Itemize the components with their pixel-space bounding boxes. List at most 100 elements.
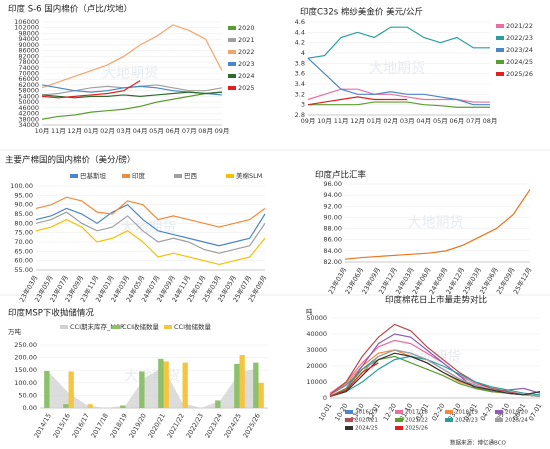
legend-label: 巴西 xyxy=(184,172,198,180)
legend-swatch xyxy=(495,410,503,414)
y-tick-label: 3.4 xyxy=(295,80,305,88)
x-tick-label: 09月 xyxy=(301,117,316,125)
legend-swatch xyxy=(345,410,353,414)
y-tick-label: 0.00 xyxy=(23,404,37,412)
x-tick-label: 2019/20 xyxy=(128,412,148,439)
bar xyxy=(120,405,126,408)
x-tick-label: 2018/19 xyxy=(109,412,129,439)
y-tick-label: 250.00 xyxy=(14,341,37,349)
legend-swatch xyxy=(496,48,504,52)
y-tick-label: 38000 xyxy=(18,115,39,123)
y-tick-label: 200.00 xyxy=(14,354,37,362)
legend-label: 2023/24 xyxy=(506,46,533,54)
y-tick-label: 10000 xyxy=(306,378,327,386)
legend-swatch xyxy=(395,426,403,430)
x-tick-label: 07月 xyxy=(182,127,197,135)
legend-label: CCI期末库存_MSP xyxy=(70,322,124,331)
legend-label: 2018/19 xyxy=(455,410,478,416)
y-tick-label: 4.6 xyxy=(295,18,305,26)
legend-swatch xyxy=(228,86,236,90)
x-tick-label: 12月 xyxy=(67,127,82,135)
chart-title: 印度MSP下收抛储情况 xyxy=(8,308,94,319)
bar xyxy=(158,358,164,408)
y-tick-label: 100.00 xyxy=(14,379,37,387)
y-tick-label: 95.00 xyxy=(14,191,33,199)
line xyxy=(41,80,141,99)
y-tick-label: 90.00 xyxy=(14,201,33,209)
y-tick-label: 86.00 xyxy=(323,236,342,244)
legend-swatch xyxy=(395,410,403,414)
y-tick-label: 4 xyxy=(301,49,305,57)
legend-label: 2022 xyxy=(238,48,255,56)
x-tick-label: 2023/24 xyxy=(204,412,224,439)
legend-label: 巴基斯坦 xyxy=(80,171,107,180)
line xyxy=(35,196,266,228)
x-tick-label: 07-01 xyxy=(527,402,543,422)
y-tick-label: 82.00 xyxy=(323,258,342,266)
y-tick-label: 70.00 xyxy=(14,238,33,246)
x-tick-label: 12月 xyxy=(350,117,365,125)
legend-swatch xyxy=(228,38,236,42)
y-tick-label: 2.8 xyxy=(295,111,305,119)
x-tick-label: 04月 xyxy=(416,117,431,125)
y-tick-label: 85.00 xyxy=(14,210,33,218)
y-tick-label: 50.00 xyxy=(18,391,37,399)
x-tick-label: 11月 xyxy=(334,117,349,125)
line xyxy=(307,26,490,59)
legend-swatch xyxy=(445,410,453,414)
y-tick-label: 74000 xyxy=(18,64,39,72)
y-tick-label: 4.4 xyxy=(295,28,305,36)
line xyxy=(35,211,266,254)
bar xyxy=(68,371,74,408)
legend-label: 2020/21 xyxy=(355,418,378,424)
chart-title: 印度卢比汇率 xyxy=(315,170,367,181)
x-tick-label: 2014/15 xyxy=(33,412,53,439)
x-tick-label: 03月 xyxy=(116,127,131,135)
legend-swatch xyxy=(174,174,182,178)
legend-label: 2017/18 xyxy=(405,410,428,416)
watermark: 大地期货 xyxy=(408,214,464,231)
legend-label: 2023/24 xyxy=(505,418,528,424)
x-tick-label: 10月 xyxy=(317,117,332,125)
line xyxy=(329,355,541,397)
legend-label: 2016/17 xyxy=(355,410,378,416)
legend-swatch xyxy=(496,24,504,28)
y-axis-label: 万吨 xyxy=(8,327,22,336)
line xyxy=(41,91,223,120)
y-tick-label: 0 xyxy=(323,394,327,402)
legend-label: 2024 xyxy=(238,72,255,80)
x-tick-label: 04-20 xyxy=(479,402,495,422)
line xyxy=(35,203,266,247)
legend-swatch xyxy=(445,418,453,422)
line xyxy=(344,189,531,260)
line xyxy=(329,362,379,397)
y-tick-label: 34000 xyxy=(18,121,39,129)
x-tick-label: 08月 xyxy=(483,117,498,125)
x-tick-label: 02月 xyxy=(383,117,398,125)
line xyxy=(329,352,541,397)
chart-title: 印度棉花日上市量走势对比 xyxy=(385,295,487,306)
y-tick-label: 100.00 xyxy=(10,182,33,190)
y-tick-label: 50000 xyxy=(18,98,39,106)
line xyxy=(41,91,223,99)
bar xyxy=(44,370,50,408)
x-tick-label: 2016/17 xyxy=(71,412,91,439)
y-tick-label: 42000 xyxy=(18,110,39,118)
y-tick-label: 3.8 xyxy=(295,59,305,67)
legend-label: 2021/22 xyxy=(405,418,428,424)
x-tick-label: 11月 xyxy=(51,127,66,135)
y-tick-label: 30000 xyxy=(306,346,327,354)
legend-swatch xyxy=(345,426,353,430)
x-tick-label: 2021/22 xyxy=(166,412,186,439)
y-tick-label: 92.00 xyxy=(323,202,342,210)
y-tick-label: 94.00 xyxy=(323,191,342,199)
bar xyxy=(253,362,259,408)
y-tick-label: 62000 xyxy=(18,81,39,89)
y-tick-label: 65.00 xyxy=(14,247,33,255)
x-tick-label: 10-01 xyxy=(317,402,333,422)
x-tick-label: 03月 xyxy=(400,117,415,125)
y-tick-label: 98000 xyxy=(18,29,39,37)
legend-swatch xyxy=(122,174,130,178)
x-tick-label: 10月 xyxy=(35,127,50,135)
y-tick-label: 4.2 xyxy=(295,39,305,47)
